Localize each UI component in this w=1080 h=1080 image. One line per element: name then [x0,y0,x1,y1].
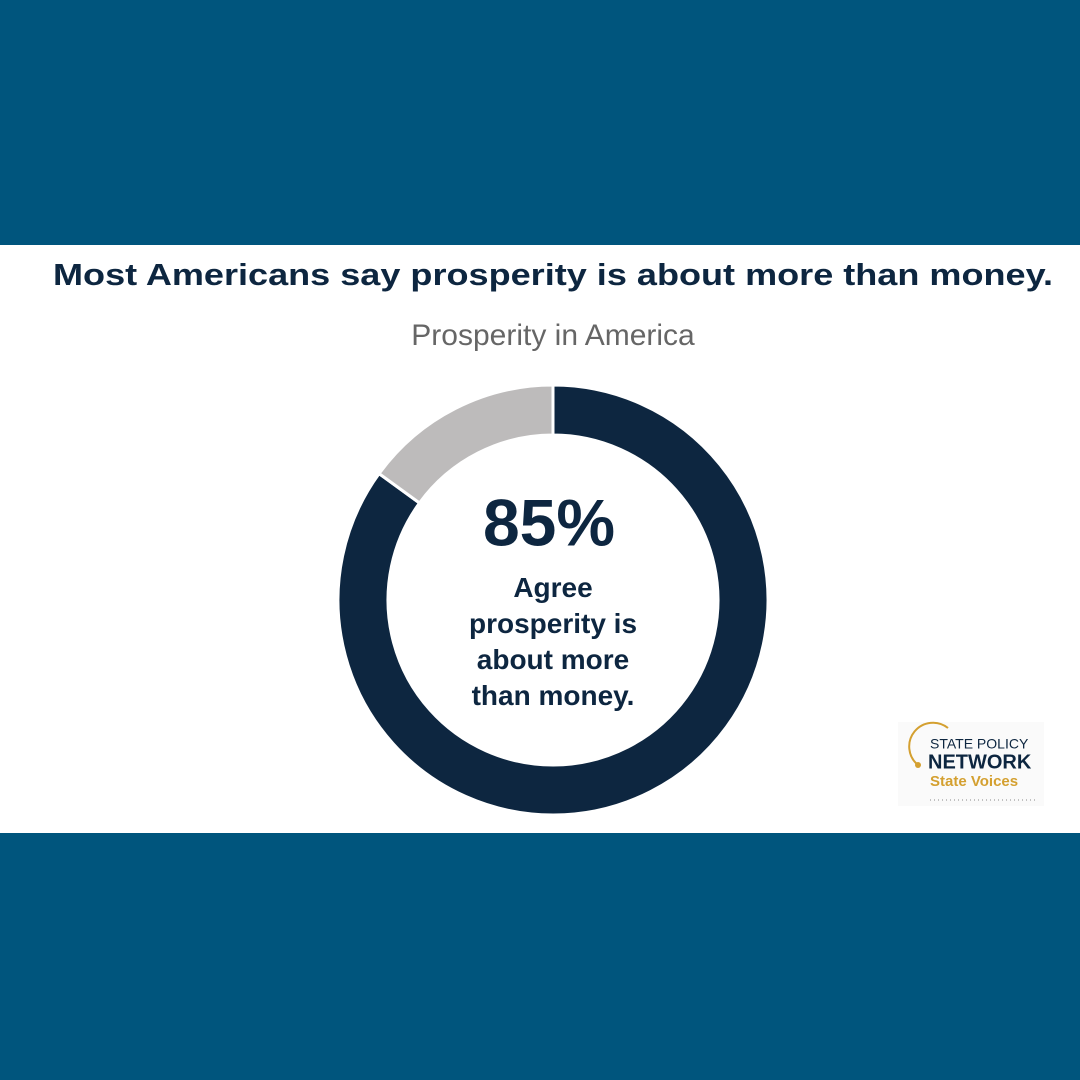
bottom-band [0,833,1080,1080]
logo-dot [915,762,921,768]
logo-line1: STATE POLICY [930,736,1029,752]
chart-title: Most Americans say prosperity is about m… [53,257,1053,292]
center-value-label: 85% [483,485,615,559]
donut-segment [376,383,555,506]
logo: STATE POLICY NETWORK State Voices [898,721,1044,806]
logo-arc [908,721,949,766]
top-band [0,0,1080,245]
chart-subtitle: Prosperity in America [411,319,695,352]
donut-segment [336,383,770,817]
logo-box [898,722,1044,806]
logo-line2: NETWORK [928,751,1032,773]
logo-line3: State Voices [930,773,1018,790]
center-text: Agree prosperity is about more than mone… [468,572,638,711]
